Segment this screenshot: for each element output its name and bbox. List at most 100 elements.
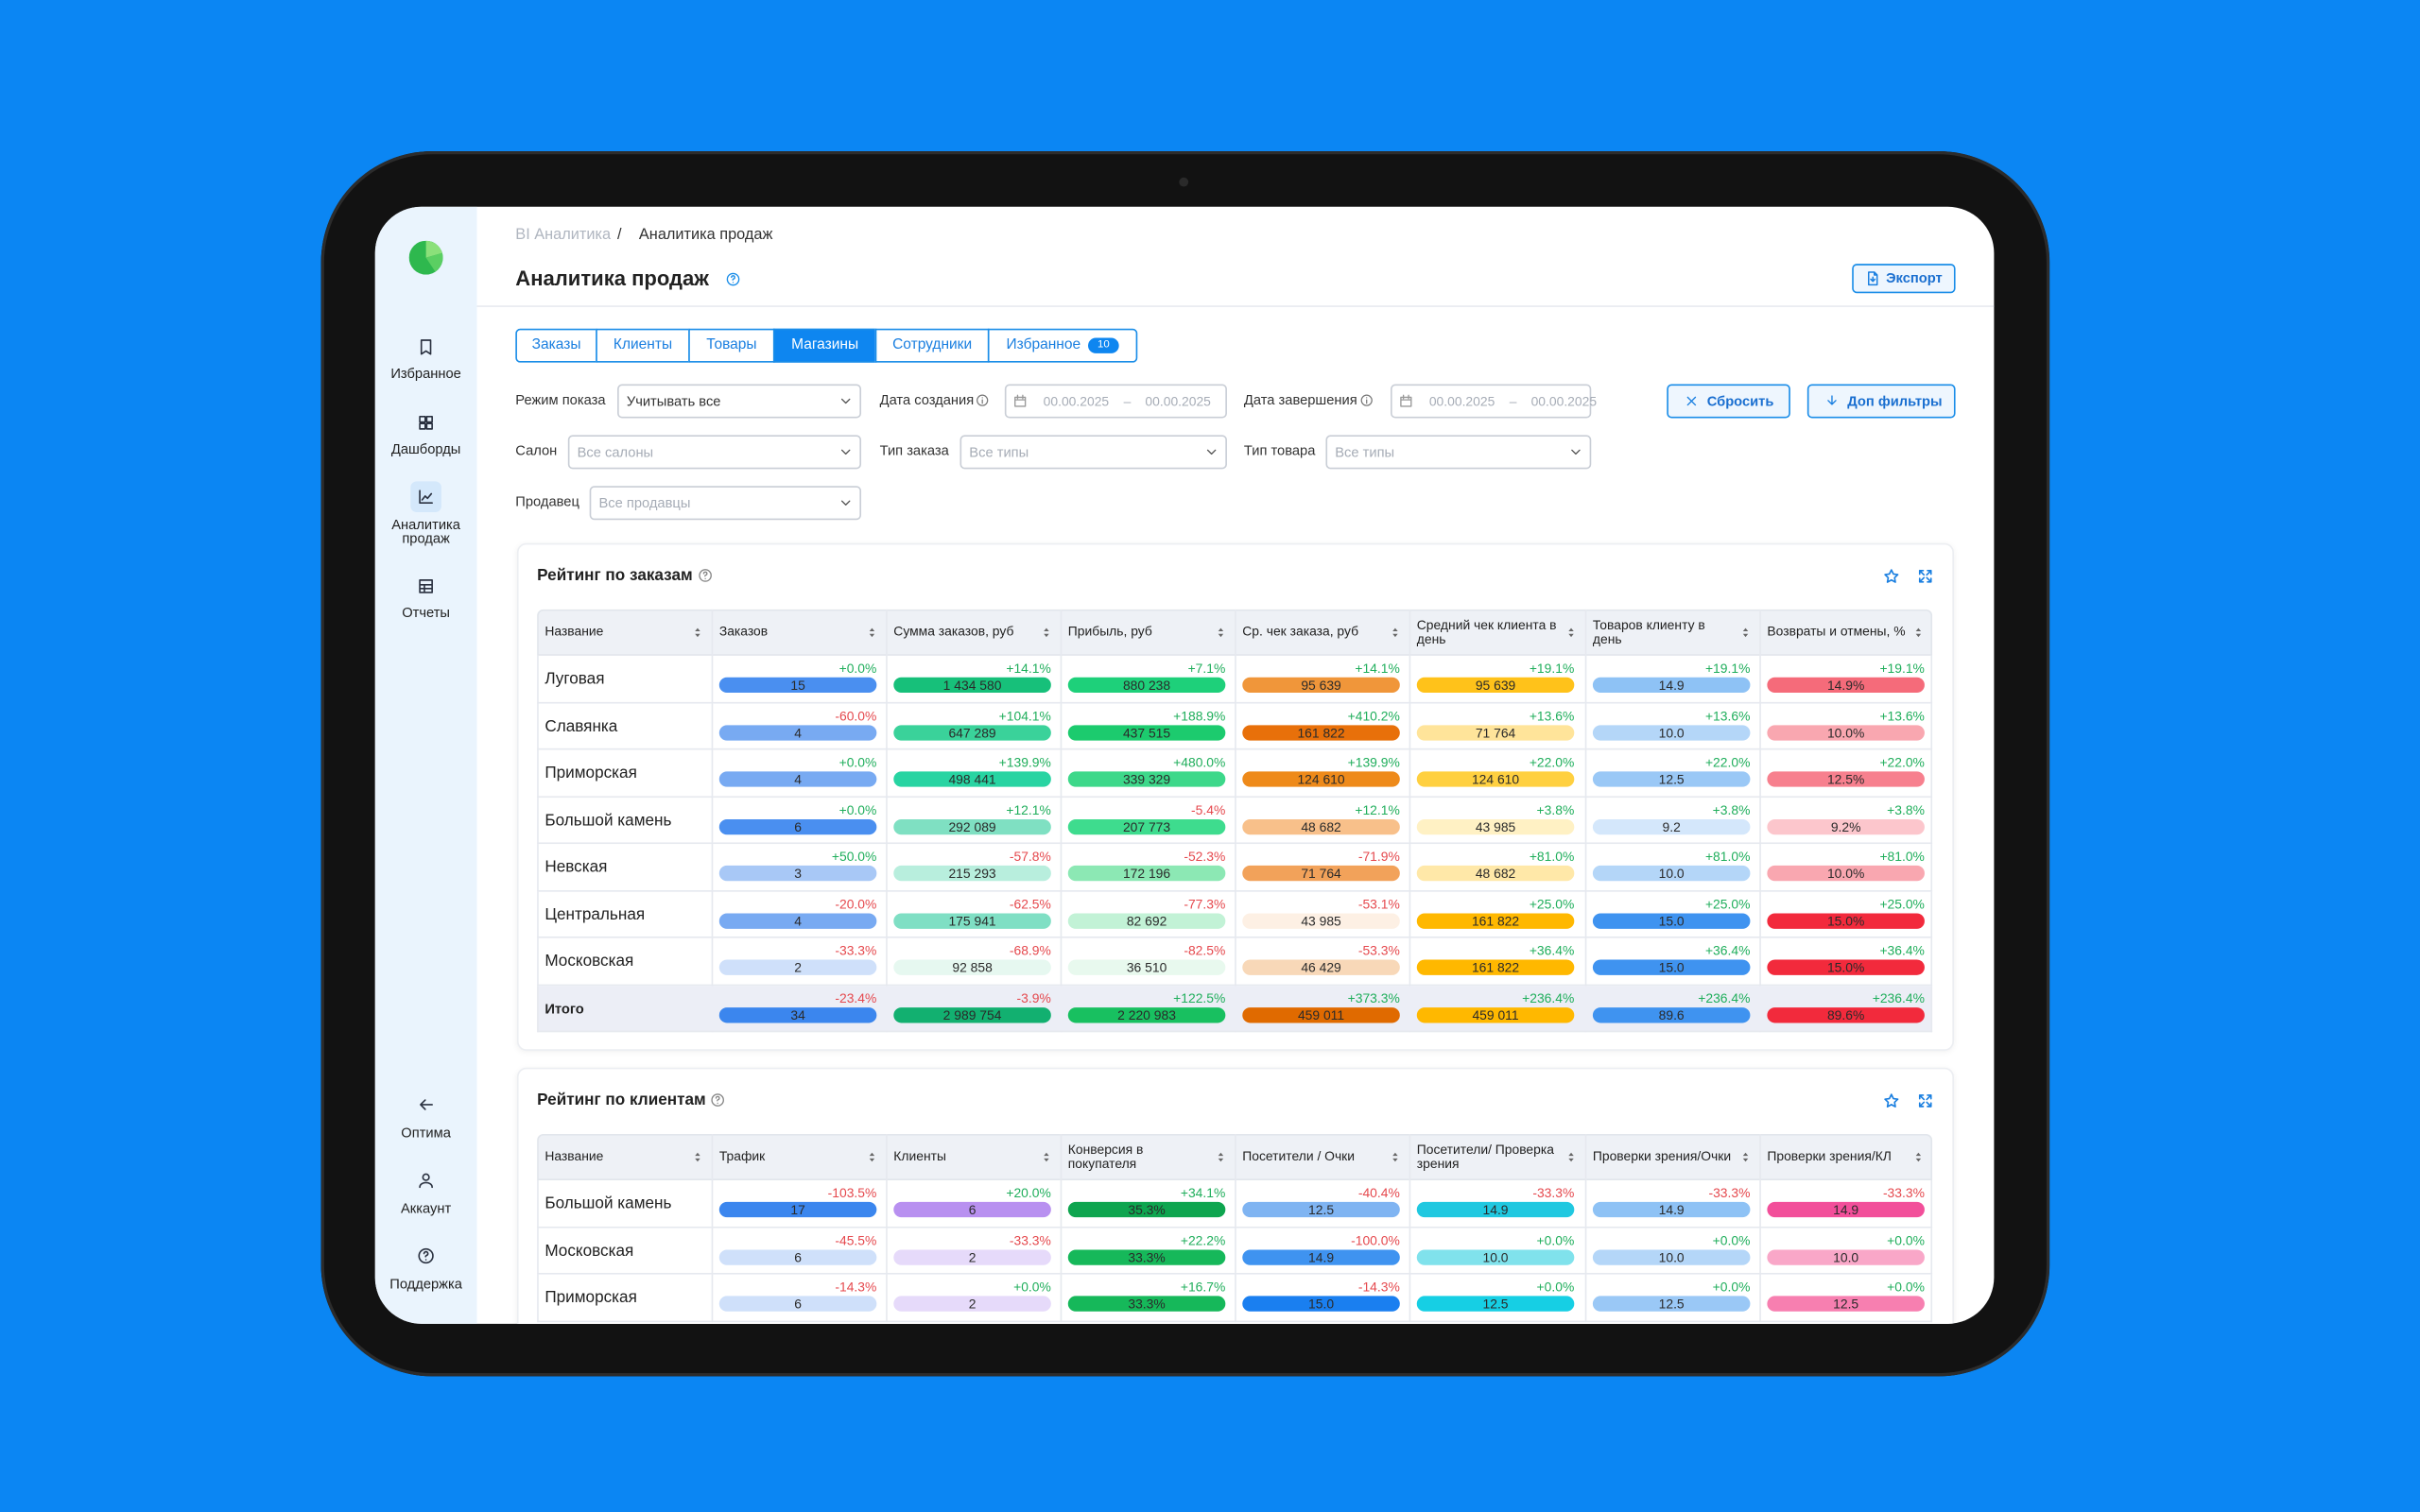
- value-bar: 172 196: [1067, 865, 1226, 882]
- expand[interactable]: [1917, 1092, 1934, 1109]
- delta: +236.4%: [1872, 989, 1925, 1005]
- row-name: Невская: [544, 857, 608, 877]
- date-range[interactable]: [1391, 384, 1592, 419]
- value-bar: 95 639: [1242, 677, 1400, 694]
- column-header[interactable]: Товаров клиенту в день: [1592, 616, 1705, 647]
- chevron: [838, 444, 854, 459]
- button-label: Сбросить: [1706, 393, 1774, 409]
- tab[interactable]: Избранное: [987, 328, 1138, 363]
- tab[interactable]: Сотрудники: [874, 328, 990, 363]
- date-sep: –: [1509, 393, 1517, 409]
- column-header[interactable]: Проверки зрения/Очки: [1592, 1148, 1732, 1164]
- row-name: Итого: [544, 1000, 584, 1017]
- delta: +19.1%: [1704, 660, 1751, 677]
- value-bar: 124 610: [1416, 771, 1575, 787]
- delta: -71.9%: [1357, 848, 1400, 865]
- date-range[interactable]: [1004, 384, 1227, 419]
- table-row: [537, 1274, 1933, 1322]
- sidebar-label[interactable]: Оптима: [401, 1125, 451, 1141]
- tab[interactable]: Товары: [688, 328, 775, 363]
- value-bar: 82 692: [1067, 912, 1226, 929]
- date-sep: –: [1123, 393, 1132, 409]
- column-divider: [1409, 1134, 1411, 1322]
- select[interactable]: [567, 435, 862, 470]
- select[interactable]: [589, 486, 862, 521]
- sidebar-label[interactable]: Аналитика продаж: [391, 516, 460, 546]
- delta: +188.9%: [1173, 707, 1226, 723]
- sidebar-label[interactable]: Аккаунт: [401, 1200, 452, 1216]
- select[interactable]: [1325, 435, 1592, 470]
- column-header[interactable]: Прибыль, руб: [1067, 624, 1152, 640]
- column-header[interactable]: Заказов: [718, 624, 769, 640]
- value-bar: 459 011: [1416, 1006, 1575, 1022]
- camera: [1179, 177, 1189, 187]
- sidebar-label[interactable]: Дашборды: [390, 440, 461, 457]
- delta: +12.1%: [1355, 801, 1400, 817]
- column-header[interactable]: Название: [544, 1148, 604, 1164]
- column-header[interactable]: Посетители/ Проверка зрения: [1416, 1141, 1554, 1172]
- delta: +480.0%: [1173, 754, 1226, 770]
- date-from: 00.00.2025: [1428, 393, 1495, 409]
- filter-label: Дата создания: [879, 391, 975, 408]
- value-bar: 124 610: [1242, 771, 1400, 787]
- delta: -20.0%: [835, 895, 877, 912]
- column-divider: [1759, 609, 1761, 1033]
- delta: +139.9%: [998, 754, 1051, 770]
- sidebar-label[interactable]: Поддержка: [389, 1276, 462, 1292]
- delta: -60.0%: [835, 707, 877, 723]
- value-bar: 2 989 754: [893, 1006, 1051, 1022]
- button-icon: [1684, 393, 1699, 408]
- select-value: Все типы: [969, 444, 1029, 460]
- select[interactable]: [617, 384, 862, 419]
- sidebar-label[interactable]: Избранное: [390, 365, 461, 382]
- button-icon: [1824, 393, 1840, 408]
- breadcrumb[interactable]: BI Аналитика: [515, 227, 612, 244]
- value-bar: 35.3%: [1067, 1201, 1226, 1218]
- tab[interactable]: Клиенты: [596, 328, 690, 363]
- delta: -14.3%: [835, 1279, 877, 1295]
- tab-badge: 10: [1088, 337, 1119, 353]
- favorite[interactable]: [1883, 568, 1900, 585]
- value-bar: 43 985: [1242, 912, 1400, 929]
- delta: +36.4%: [1529, 942, 1575, 958]
- sort-icon: [1910, 625, 1926, 640]
- column-header[interactable]: Название: [544, 624, 604, 640]
- info-icon: [1359, 393, 1374, 407]
- sidebar-label[interactable]: Отчеты: [402, 605, 450, 621]
- column-header[interactable]: Ср. чек заказа, руб: [1242, 624, 1359, 640]
- tab[interactable]: Заказы: [515, 328, 597, 363]
- button-label: Доп фильтры: [1847, 393, 1943, 409]
- delta: +12.1%: [1006, 801, 1051, 817]
- value-bar: 6: [718, 1248, 877, 1264]
- expand[interactable]: [1917, 568, 1934, 585]
- value-bar: 6: [718, 818, 877, 834]
- column-header[interactable]: Возвраты и отмены, %: [1767, 624, 1906, 640]
- table-row: [537, 937, 1933, 986]
- column-divider: [1235, 1134, 1236, 1322]
- select[interactable]: [959, 435, 1227, 470]
- column-header[interactable]: Трафик: [718, 1148, 766, 1164]
- sort-icon: [1039, 1149, 1054, 1164]
- value-bar: 15.0: [1592, 959, 1751, 975]
- column-header[interactable]: Клиенты: [893, 1148, 946, 1164]
- column-header[interactable]: Сумма заказов, руб: [893, 624, 1014, 640]
- delta: +22.0%: [1704, 754, 1751, 770]
- value-bar: 15.0: [1592, 912, 1751, 929]
- value-bar: 2 220 983: [1067, 1006, 1226, 1022]
- delta: -3.9%: [1016, 989, 1051, 1005]
- tab[interactable]: Магазины: [772, 328, 877, 363]
- delta: +25.0%: [1529, 895, 1575, 912]
- export-label: Экспорт: [1886, 269, 1943, 286]
- favorite[interactable]: [1883, 1092, 1900, 1109]
- column-header[interactable]: Проверки зрения/КЛ: [1767, 1148, 1892, 1164]
- value-bar: 14.9: [1592, 1201, 1751, 1218]
- column-header[interactable]: Конверсия в покупателя: [1067, 1141, 1144, 1172]
- table-row: [537, 1179, 1933, 1228]
- logo: [408, 240, 443, 275]
- column-header[interactable]: Средний чек клиента в день: [1416, 616, 1557, 647]
- filter-button[interactable]: [1667, 384, 1790, 419]
- column-header[interactable]: Посетители / Очки: [1242, 1148, 1356, 1164]
- delta: -33.3%: [1532, 1184, 1575, 1201]
- table-row: [537, 702, 1933, 750]
- delta: +236.4%: [1522, 989, 1575, 1005]
